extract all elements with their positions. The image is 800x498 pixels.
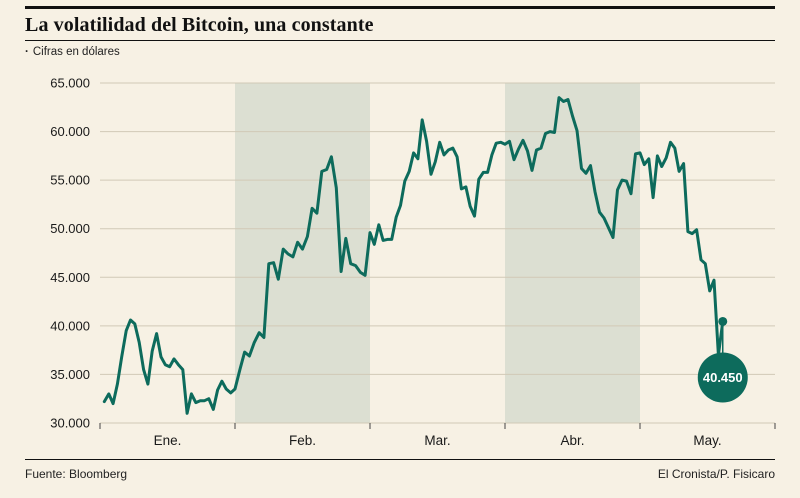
y-axis-label: 45.000 (50, 270, 90, 285)
y-axis-label: 40.000 (50, 318, 90, 333)
top-rule (25, 6, 775, 9)
x-axis-label: Ene. (154, 433, 182, 448)
infographic: La volatilidad del Bitcoin, una constant… (0, 6, 800, 498)
y-axis-label: 60.000 (50, 124, 90, 139)
month-band (505, 83, 640, 423)
chart-header: La volatilidad del Bitcoin, una constant… (0, 6, 800, 60)
y-axis-label: 65.000 (50, 76, 90, 91)
y-axis-label: 30.000 (50, 416, 90, 431)
x-axis-label: Abr. (560, 433, 584, 448)
y-axis-label: 50.000 (50, 221, 90, 236)
price-line (102, 96, 725, 415)
x-axis-label: May. (693, 433, 721, 448)
y-axis-label: 35.000 (50, 367, 90, 382)
footer-rule (25, 459, 775, 460)
subtitle-text: Cifras en dólares (32, 46, 120, 58)
source-credit: Fuente: Bloomberg (25, 467, 128, 481)
callout-bubble (697, 352, 748, 403)
callout-value: 40.450 (703, 370, 743, 385)
chart-canvas: 30.000 35.000 40.000 45.000 50.000 55.000 60.0… (50, 76, 776, 448)
y-axis-label: 55.000 (50, 173, 90, 188)
endpoint-marker (718, 316, 728, 326)
title-rule (25, 40, 775, 41)
x-axis-label: Mar. (424, 433, 450, 448)
chart-footer: Fuente: Bloomberg El Cronista/P. Fisicar… (0, 459, 800, 481)
x-axis-label: Feb. (289, 433, 316, 448)
author-credit: El Cronista/P. Fisicaro (657, 467, 775, 481)
bullet-icon: · (25, 46, 29, 58)
page-title: La volatilidad del Bitcoin, una constant… (25, 14, 374, 36)
chart-subtitle: · Cifras en dólares (25, 46, 775, 60)
